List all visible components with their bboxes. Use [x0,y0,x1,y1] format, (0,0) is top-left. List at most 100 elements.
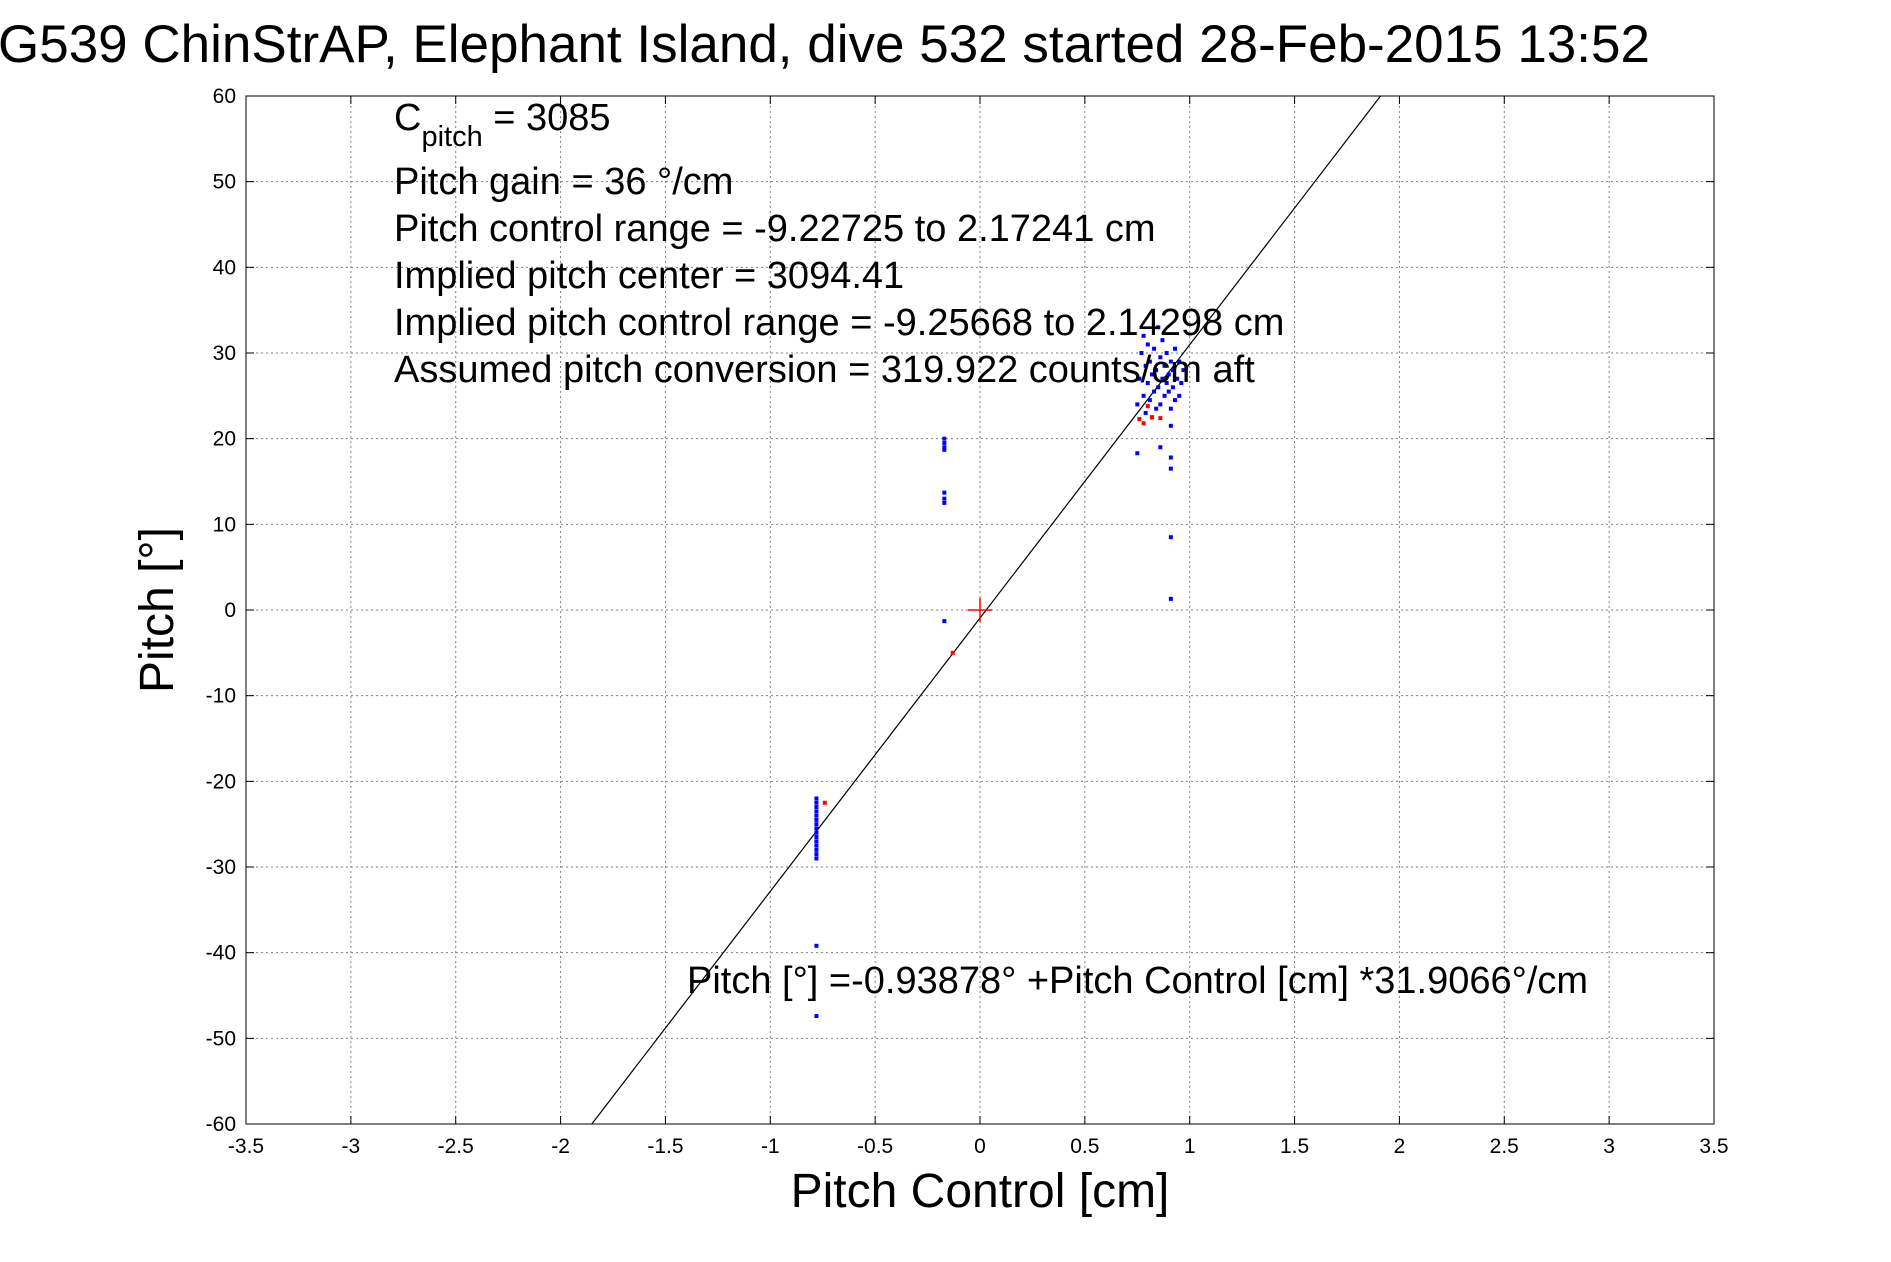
x-tick-label: 3 [1603,1135,1615,1158]
data-point-blue [1173,398,1178,403]
data-point-blue [1141,333,1146,338]
data-point-blue [1166,389,1171,394]
x-tick-label: -2 [551,1135,570,1158]
data-point-blue [814,943,819,948]
x-tick-label: 0 [974,1135,986,1158]
fit-equation-annotation: Pitch [°] =-0.93878° +Pitch Control [cm]… [687,960,1588,1002]
data-point-blue [942,445,947,450]
data-point-blue [1152,389,1157,394]
data-point-blue [1168,535,1173,540]
data-point-red [1149,415,1154,420]
data-point-blue [814,809,819,814]
data-point-blue [1149,372,1154,377]
data-point-blue [942,619,947,624]
y-tick-label: -10 [206,685,236,708]
data-point-blue [942,436,947,441]
center-marker [968,598,992,622]
c-pitch-annotation: Cpitch = 3085 [394,97,611,153]
data-point-blue [1143,410,1148,415]
data-point-blue [1168,359,1173,364]
data-points [814,325,1186,1019]
data-point-blue [1145,380,1150,385]
data-point-blue [1181,368,1186,373]
data-point-red [1158,416,1163,421]
data-point-blue [1168,406,1173,411]
data-point-blue [1160,338,1165,343]
x-axis-tick-labels: -3.5 -3 -2.5 -2 -1.5 -1 -0.5 0 0.5 1 1.5 2 2.5 3 3.5 [228,1135,1729,1158]
data-point-blue [1143,363,1148,368]
x-tick-label: -1.5 [647,1135,683,1158]
data-point-blue [942,500,947,505]
x-tick-label: 2.5 [1490,1135,1519,1158]
data-point-blue [1170,385,1175,390]
data-point-red [822,800,827,805]
y-tick-label: 10 [213,513,236,536]
data-point-blue [814,817,819,822]
pitch-control-range-annotation: Pitch control range = -9.22725 to 2.1724… [394,208,1156,250]
grid [246,96,1714,1124]
x-tick-label: 1.5 [1280,1135,1309,1158]
data-point-blue [814,1014,819,1019]
data-point-blue [1162,393,1167,398]
x-tick-label: -3 [342,1135,361,1158]
c-pitch-label: C [394,97,421,139]
data-point-red [1145,404,1150,409]
data-point-blue [1177,359,1182,364]
data-point-blue [814,847,819,852]
data-point-blue [1152,346,1157,351]
axis-ticks [245,95,1715,1125]
data-point-blue [1154,406,1159,411]
data-point-blue [942,440,947,445]
x-tick-label: 1 [1184,1135,1196,1158]
chart-title: G539 ChinStrAP, Elephant Island, dive 53… [0,15,1650,74]
y-tick-label: -20 [206,770,236,793]
data-point-blue [1141,393,1146,398]
data-point-red [1137,416,1142,421]
y-tick-label: 0 [224,599,236,622]
data-point-blue [1175,376,1180,381]
data-point-blue [814,835,819,840]
data-point-blue [814,839,819,844]
data-point-blue [1158,445,1163,450]
data-point-blue [1154,368,1159,373]
data-point-blue [814,800,819,805]
data-point-blue [1166,372,1171,377]
data-point-blue [942,496,947,501]
data-point-blue [814,813,819,818]
data-point-blue [1168,455,1173,460]
data-point-blue [942,447,947,452]
data-point-blue [1168,466,1173,471]
c-pitch-subscript: pitch [421,121,482,153]
data-point-blue [1164,351,1169,355]
data-point-blue [1158,402,1163,407]
data-point-blue [1137,376,1142,381]
data-point-blue [1135,451,1140,456]
data-point-red [1141,421,1146,426]
data-point-blue [1179,380,1184,385]
y-tick-label: -60 [206,1113,236,1136]
data-point-blue [814,856,819,861]
x-tick-label: 0.5 [1070,1135,1099,1158]
data-point-blue [814,852,819,857]
data-point-blue [1168,423,1173,428]
implied-pitch-center-annotation: Implied pitch center = 3094.41 [394,255,904,297]
data-point-blue [1160,376,1165,381]
data-point-blue [1147,359,1152,364]
data-point-blue [814,805,819,810]
y-tick-label: -30 [206,856,236,879]
data-point-blue [1164,380,1169,385]
data-point-blue [1173,346,1178,351]
data-point-blue [1135,402,1140,407]
data-point-blue [1145,342,1150,347]
y-tick-label: -40 [206,942,236,965]
data-point-blue [814,826,819,831]
y-axis-tick-labels: 60 50 40 30 20 10 0 -10 -20 -30 -40 -50 -60 [206,85,236,1136]
assumed-pitch-conversion-annotation: Assumed pitch conversion = 319.922 count… [394,349,1255,391]
y-tick-label: 30 [213,342,236,365]
x-axis-label: Pitch Control [cm] [791,1165,1170,1218]
data-point-blue [1158,355,1163,360]
data-point-blue [1162,363,1167,368]
data-point-blue [814,796,819,801]
x-tick-label: -0.5 [857,1135,893,1158]
